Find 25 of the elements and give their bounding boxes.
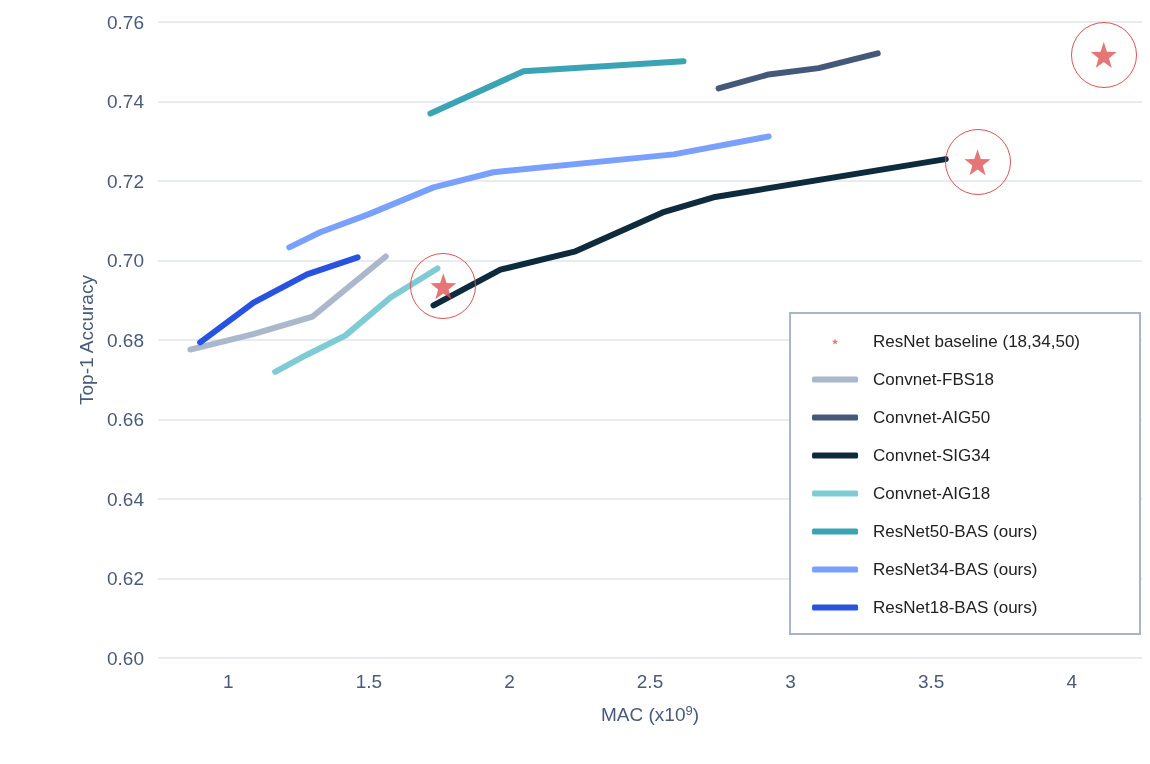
x-tick-label: 1.5 [355,671,383,692]
legend-label: Convnet-AIG50 [873,408,991,427]
y-tick-label: 0.60 [107,647,144,669]
y-tick-label: 0.62 [107,568,144,589]
y-tick-label: 0.66 [107,409,144,430]
x-tick-label: 4 [1066,671,1078,692]
y-tick-label: 0.70 [107,250,144,271]
x-tick-label: 2.5 [636,671,664,692]
x-tick-label: 1 [223,671,234,692]
y-tick-label: 0.72 [107,170,144,192]
y-tick-label: 0.74 [107,91,145,112]
legend-label: Convnet-FBS18 [873,370,994,389]
x-tick-label: 2 [504,671,515,692]
x-tick-label: 3.5 [917,671,945,692]
legend-label: ResNet baseline (18,34,50) [873,332,1081,351]
x-tick-label: 3 [785,671,796,692]
y-tick-label: 0.68 [107,329,144,351]
legend-label: Convnet-AIG18 [873,484,991,503]
legend-label: ResNet34-BAS (ours) [873,560,1038,579]
y-tick-label: 0.76 [107,11,144,33]
legend-label: ResNet50-BAS (ours) [873,522,1038,541]
y-tick-label: 0.64 [107,488,145,510]
legend-label: ResNet18-BAS (ours) [873,598,1038,617]
legend-label: Convnet-SIG34 [873,446,991,465]
y-axis-title: Top-1 Accuracy [76,274,98,405]
